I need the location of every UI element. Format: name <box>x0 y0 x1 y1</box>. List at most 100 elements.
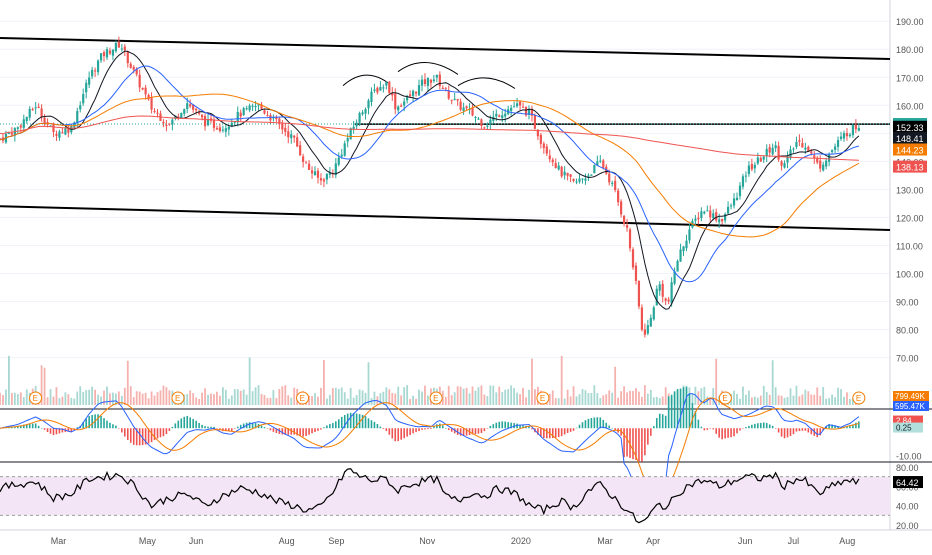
macd-histogram-bar <box>783 428 786 439</box>
candle-body <box>349 128 352 140</box>
candle-body <box>117 41 120 48</box>
earnings-marker-label: E <box>300 394 305 403</box>
volume-bar <box>566 389 569 405</box>
x-axis-label: 2020 <box>511 536 531 546</box>
macd-histogram-bar <box>186 415 189 429</box>
x-axis-label: Mar <box>597 536 613 546</box>
volume-bar <box>275 398 278 405</box>
x-axis-label: Jun <box>738 536 753 546</box>
macd-histogram-bar <box>115 425 117 429</box>
volume-bar <box>534 389 536 405</box>
volume-bar <box>664 387 667 405</box>
volume-bar <box>144 392 147 405</box>
macd-histogram-bar <box>391 428 394 439</box>
candle-body <box>275 116 278 120</box>
candle-body <box>73 122 76 128</box>
candle-body <box>771 147 774 155</box>
macd-histogram-bar <box>575 427 578 429</box>
macd-histogram-bar <box>358 414 361 429</box>
volume-bar <box>516 392 518 405</box>
volume-bar <box>745 394 747 405</box>
macd-histogram-bar <box>299 428 301 437</box>
macd-histogram-bar <box>706 428 709 430</box>
volume-bar <box>388 389 391 405</box>
macd-histogram-bar <box>560 428 563 437</box>
candle-body <box>322 179 326 182</box>
volume-bar <box>355 395 358 405</box>
candle-body <box>539 134 542 144</box>
macd-histogram-bar <box>415 428 417 433</box>
candle-body <box>58 131 61 138</box>
macd-histogram-bar <box>587 418 590 429</box>
volume-bar <box>635 388 637 405</box>
macd-histogram-bar <box>52 428 55 436</box>
macd-histogram-bar <box>118 428 120 429</box>
volume-bar <box>810 394 813 405</box>
macd-histogram-bar <box>25 424 28 429</box>
macd-line <box>0 393 860 508</box>
macd-histogram-bar <box>364 416 367 429</box>
candle-body <box>22 119 25 128</box>
candle-body <box>165 125 168 127</box>
candle-body <box>198 112 201 114</box>
candle-body <box>417 85 421 96</box>
candle-body <box>19 125 22 128</box>
candle-body <box>750 164 753 170</box>
candle-body <box>459 101 462 110</box>
candle-body <box>61 132 64 134</box>
volume-bar <box>397 386 400 405</box>
candle-body <box>307 163 311 170</box>
macd-histogram-bar <box>831 424 833 429</box>
candle-body <box>99 53 103 61</box>
macd-histogram-bar <box>231 428 233 431</box>
candle-body <box>55 133 58 136</box>
candle-body <box>584 178 587 181</box>
candle-body <box>355 122 358 127</box>
candle-body <box>394 93 397 110</box>
candle-body <box>233 121 236 123</box>
rsi-line <box>0 468 860 524</box>
candle-body <box>79 105 82 110</box>
volume-bar <box>846 392 848 405</box>
candle-body <box>515 103 519 107</box>
candle-body <box>147 94 150 100</box>
volume-bar <box>409 398 412 405</box>
macd-histogram-bar <box>771 425 774 429</box>
candle-body <box>542 143 545 149</box>
x-axis-label: Jun <box>189 536 204 546</box>
candle-body <box>792 148 795 150</box>
candle-body <box>76 111 79 123</box>
macd-histogram-bar <box>37 425 40 429</box>
candle-body <box>239 112 242 117</box>
macd-histogram-bar <box>459 428 462 436</box>
volume-bar <box>605 394 608 405</box>
macd-histogram-bar <box>501 421 504 429</box>
candle-body <box>67 127 70 133</box>
macd-histogram-bar <box>20 425 22 429</box>
volume-bar <box>349 387 352 405</box>
head-arc <box>397 62 459 75</box>
volume-bar <box>528 389 530 405</box>
macd-histogram-bar <box>551 428 554 439</box>
macd-histogram-bar <box>337 419 340 429</box>
candle-body <box>88 77 91 85</box>
volume-bar <box>441 390 444 405</box>
candle-body <box>608 173 611 183</box>
candle-body <box>263 110 266 114</box>
macd-histogram-bar <box>213 426 215 429</box>
macd-histogram-bar <box>370 420 373 429</box>
earnings-marker-icon <box>536 391 550 405</box>
macd-histogram-bar <box>317 428 319 431</box>
volume-bar <box>379 393 382 405</box>
macd-histogram-bar <box>349 412 352 429</box>
candle-body <box>744 175 748 177</box>
volume-bar <box>112 392 114 405</box>
macd-histogram-bar <box>207 426 209 429</box>
volume-bar <box>816 387 819 405</box>
volume-bar <box>308 395 310 405</box>
macd-histogram-bar <box>563 428 566 435</box>
macd-histogram-bar <box>204 426 206 429</box>
macd-histogram-bar <box>641 428 643 462</box>
